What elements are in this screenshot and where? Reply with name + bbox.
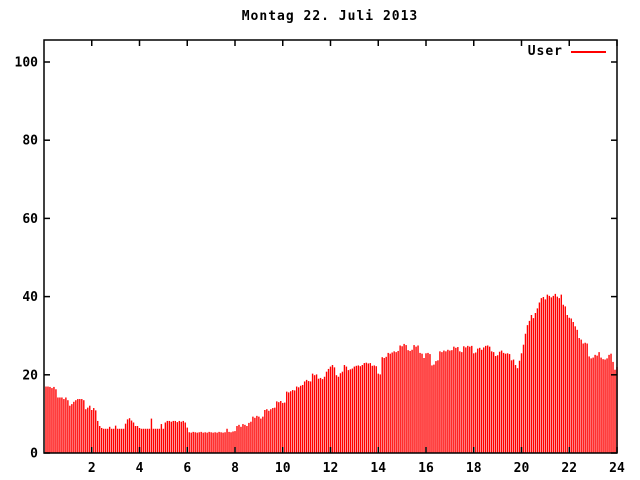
svg-text:2: 2 — [88, 461, 96, 476]
svg-text:80: 80 — [22, 134, 38, 149]
svg-text:20: 20 — [22, 368, 38, 383]
legend-line-sample-icon — [571, 51, 606, 53]
svg-text:24: 24 — [609, 461, 625, 476]
svg-text:16: 16 — [418, 461, 434, 476]
svg-text:12: 12 — [323, 461, 339, 476]
svg-text:22: 22 — [561, 461, 577, 476]
svg-text:6: 6 — [183, 461, 191, 476]
svg-text:8: 8 — [231, 461, 239, 476]
svg-text:40: 40 — [22, 290, 38, 305]
legend: User — [527, 44, 606, 59]
legend-series-label: User — [527, 44, 563, 59]
svg-text:10: 10 — [275, 461, 291, 476]
svg-text:4: 4 — [136, 461, 144, 476]
svg-text:100: 100 — [15, 56, 39, 71]
svg-text:60: 60 — [22, 212, 38, 227]
svg-text:20: 20 — [514, 461, 530, 476]
chart-title: Montag 22. Juli 2013 — [241, 9, 419, 24]
svg-text:14: 14 — [370, 461, 386, 476]
svg-text:0: 0 — [30, 447, 38, 462]
svg-text:18: 18 — [466, 461, 482, 476]
